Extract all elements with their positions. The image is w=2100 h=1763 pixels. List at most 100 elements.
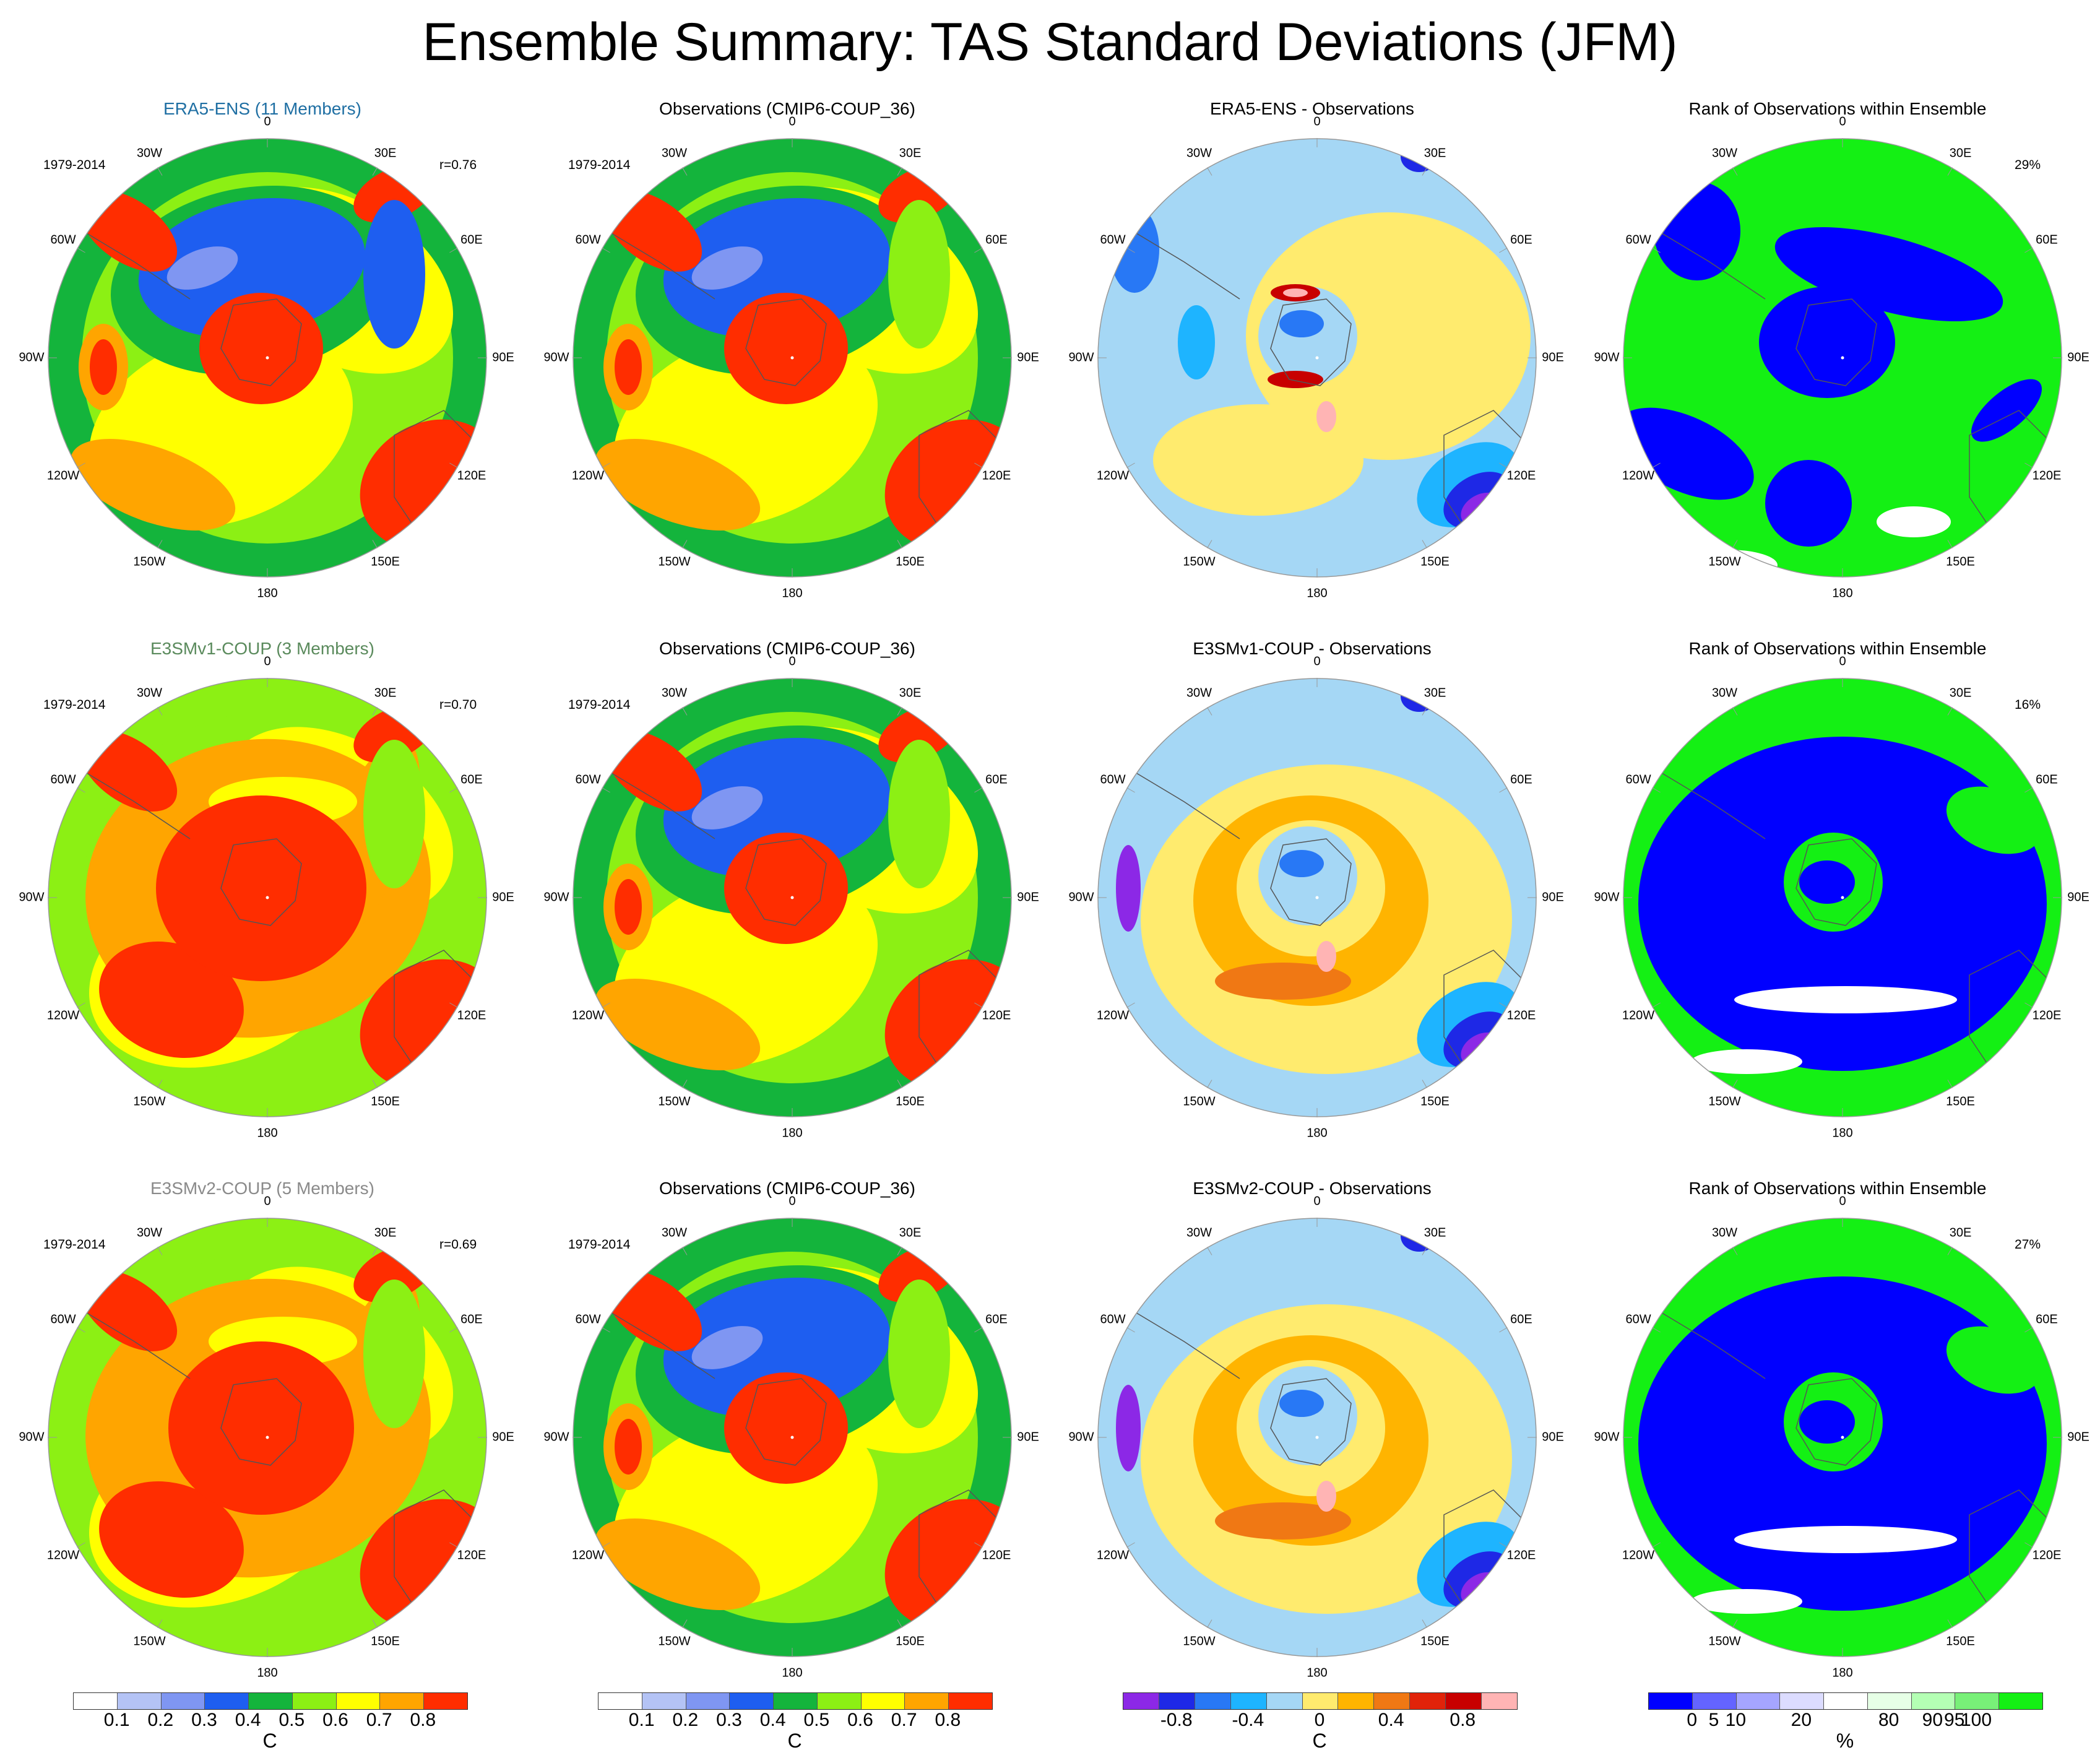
longitude-label: 180 (782, 586, 803, 600)
field-contour (1654, 181, 1740, 280)
colorbar-tick-label: 0.8 (410, 1710, 436, 1730)
antarctica-outline (1270, 298, 1352, 386)
colorbar-swatch (642, 1693, 686, 1709)
field-contour (1215, 1502, 1351, 1540)
longitude-label: 120E (2032, 469, 2062, 482)
polar-map (1623, 138, 2062, 578)
colorbar-swatch (1649, 1693, 1693, 1709)
colorbar-swatch (1230, 1693, 1267, 1709)
longitude-label: 30W (661, 1226, 688, 1240)
panel-title: ERA5-ENS - Observations (1210, 99, 1414, 118)
south-america-outline (597, 764, 715, 839)
map-boundary (48, 1218, 487, 1657)
colorbar-swatch (1692, 1693, 1737, 1709)
antarctica-outline (1795, 1378, 1877, 1466)
longitude-label: 60W (1100, 233, 1126, 246)
longitude-label: 150E (1946, 1094, 1975, 1109)
south-pole-marker (266, 1436, 269, 1439)
graticule-tick (1499, 248, 1508, 253)
field-contour (663, 1278, 891, 1418)
colorbar-tick-label: 0.4 (235, 1710, 261, 1730)
field-contour (1116, 1385, 1141, 1471)
longitude-label: 60W (1625, 233, 1651, 246)
panel-title: E3SMv2-COUP - Observations (1193, 1179, 1432, 1198)
field-contour (663, 198, 891, 338)
longitude-label: 90W (1594, 350, 1620, 365)
colorbar-unit: C (1312, 1730, 1327, 1752)
field-contour (615, 879, 642, 935)
colorbar-swatch (292, 1693, 337, 1709)
longitude-label: 0 (264, 654, 271, 669)
longitude-label: 0 (1839, 654, 1846, 669)
longitude-label: 150W (133, 1094, 166, 1109)
graticule-tick (77, 1002, 85, 1008)
south-america-outline (1121, 224, 1240, 300)
field-contour (1765, 460, 1852, 547)
colorbar-tick-label: 0.2 (147, 1710, 174, 1730)
field-contour (1401, 681, 1438, 712)
longitude-label: 90E (2067, 1430, 2089, 1444)
graticule-tick (1499, 1327, 1508, 1333)
longitude-label: 90E (2067, 890, 2089, 904)
antarctica-outline (1795, 298, 1877, 386)
colorbar-tick-label: 0.1 (628, 1710, 655, 1730)
map-boundary (573, 138, 1012, 578)
longitude-label: 90E (492, 350, 514, 365)
colorbar-swatch (424, 1693, 468, 1709)
polar-map (1623, 1218, 2062, 1657)
field-contour (888, 740, 950, 888)
longitude-label: 60E (1510, 233, 1532, 246)
longitude-label: 60W (1100, 773, 1126, 786)
longitude-label: 120E (2032, 1548, 2062, 1562)
longitude-label: 0 (789, 654, 796, 669)
antarctica-outline (220, 298, 302, 386)
polar-map (48, 138, 487, 578)
period-label: 1979-2014 (43, 158, 106, 172)
longitude-label: 60E (1510, 1312, 1532, 1326)
longitude-label: 150W (658, 1634, 691, 1648)
field-contour (1691, 1049, 1802, 1074)
correlation-label: r=0.76 (439, 158, 477, 172)
graticule-tick (602, 1327, 610, 1333)
longitude-label: 90W (543, 890, 569, 904)
graticule-tick (1207, 167, 1212, 176)
graticule-tick (449, 1327, 458, 1333)
colorbar-swatch (1736, 1693, 1781, 1709)
colorbar-swatch (1867, 1693, 1912, 1709)
diff-colorbar (1123, 1692, 1518, 1710)
colorbar-swatch (380, 1693, 425, 1709)
longitude-label: 30E (899, 146, 922, 160)
longitude-label: 30W (136, 1226, 163, 1240)
graticule-tick (974, 248, 983, 253)
panel-title: Observations (CMIP6-COUP_36) (659, 639, 915, 658)
map-boundary (573, 678, 1012, 1117)
polar-maximum (156, 795, 366, 981)
graticule-tick (1422, 1619, 1427, 1628)
longitude-label: 90W (543, 350, 569, 365)
graticule-tick (974, 1002, 983, 1008)
graticule-tick (1126, 787, 1135, 793)
graticule-tick (897, 1619, 902, 1628)
field-contour (1279, 310, 1324, 337)
longitude-label: 120W (571, 469, 605, 482)
colorbar-tick-label: 5 (1708, 1710, 1719, 1730)
graticule-tick (77, 248, 85, 253)
polar-map (573, 1218, 1012, 1657)
longitude-label: 90W (1068, 350, 1094, 365)
colorbar-swatch (205, 1693, 249, 1709)
longitude-label: 60E (1510, 773, 1532, 786)
field-contour (1279, 850, 1324, 877)
longitude-label: 60W (1625, 773, 1651, 786)
antarctica-outline (220, 838, 302, 926)
field-contour (363, 740, 425, 888)
longitude-label: 90E (2067, 350, 2089, 365)
field-contour (1946, 786, 2042, 854)
colorbar-tick-label: 0.8 (935, 1710, 961, 1730)
colorbar-swatch (1824, 1693, 1868, 1709)
graticule-tick (1422, 167, 1427, 176)
longitude-label: 90E (1017, 890, 1039, 904)
longitude-label: 60E (2036, 773, 2058, 786)
longitude-label: 60E (460, 773, 483, 786)
map-boundary (573, 1218, 1012, 1657)
graticule-tick (1422, 707, 1427, 716)
